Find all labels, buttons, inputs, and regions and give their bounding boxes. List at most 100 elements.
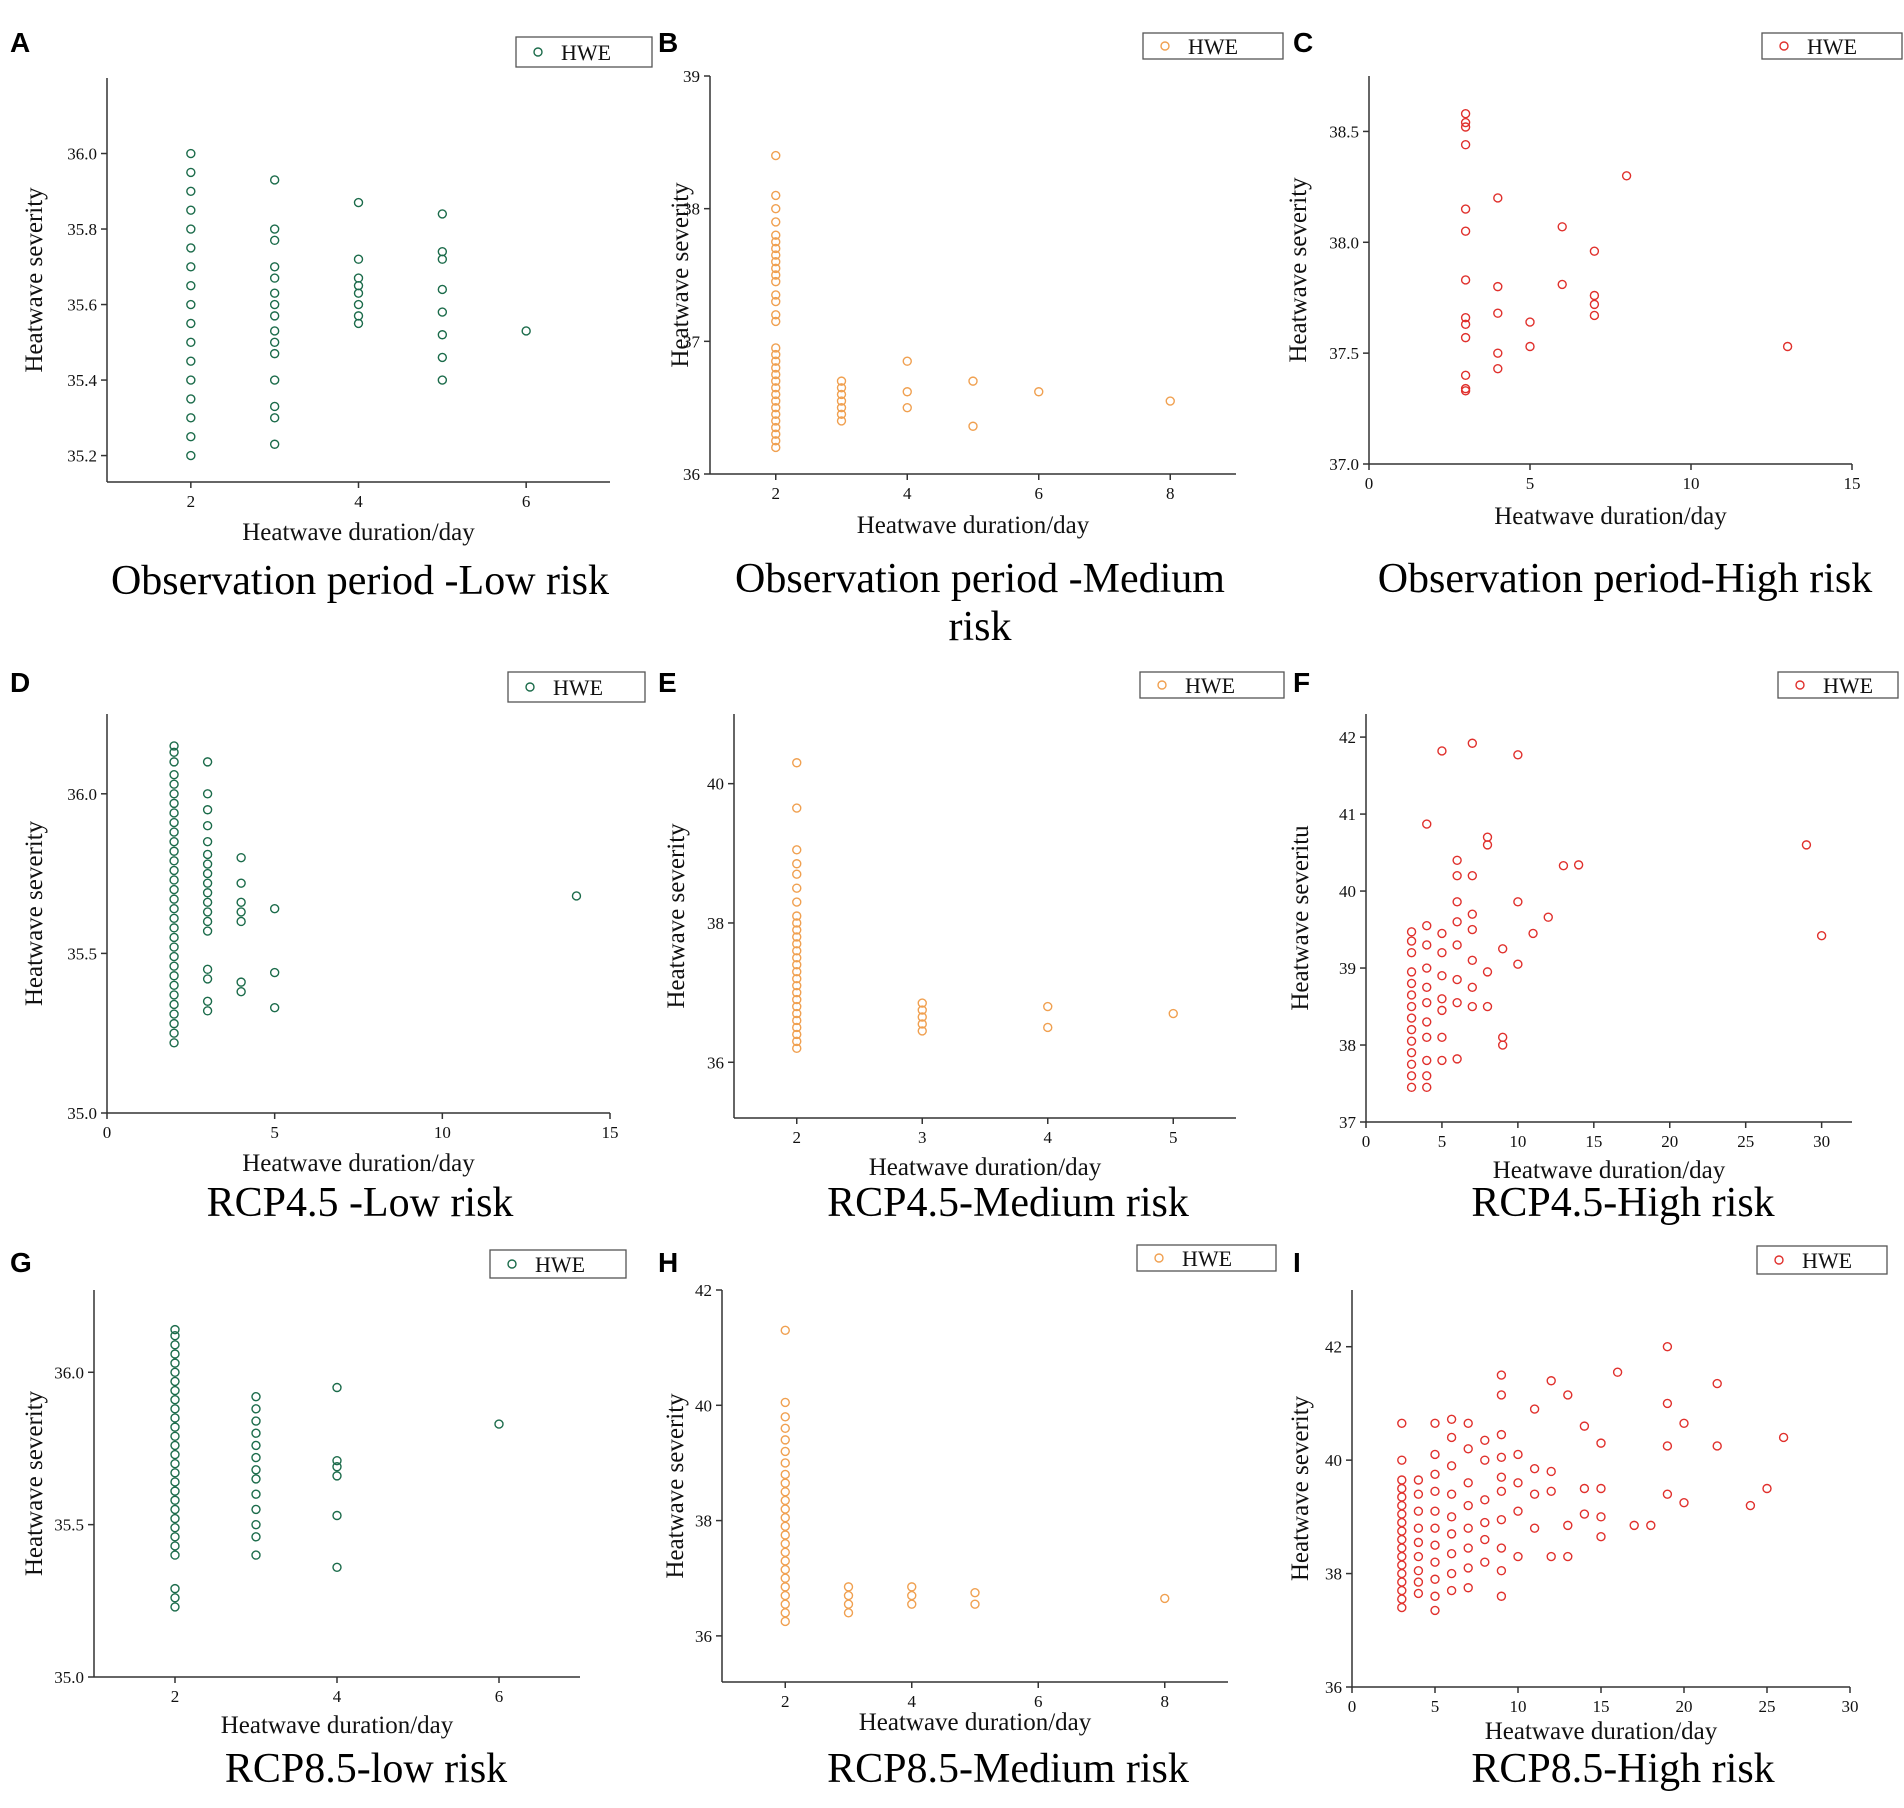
data-point — [780, 1458, 790, 1468]
y-tick-label: 39 — [683, 67, 700, 86]
x-tick-label: 4 — [903, 484, 912, 503]
data-point — [169, 817, 179, 828]
data-point — [1480, 1455, 1490, 1465]
data-point — [169, 769, 179, 780]
panel-e: E 2 3 4 5 36 38 40 Heatwave duration/day Heatwave… — [658, 667, 1285, 1226]
data-point — [1662, 1398, 1673, 1409]
y-axis-title: Heatwave severity — [663, 823, 690, 1009]
y-tick-label: 42 — [695, 1281, 712, 1300]
x-tick-label: 5 — [1526, 474, 1535, 493]
data-point — [792, 967, 802, 977]
data-point — [170, 1440, 180, 1451]
legend-marker — [533, 47, 543, 57]
data-point — [437, 246, 448, 257]
data-point — [1463, 1418, 1473, 1428]
data-point — [1043, 1001, 1053, 1012]
data-point — [169, 836, 179, 847]
y-tick-label: 40 — [1325, 1451, 1342, 1470]
data-point — [1397, 1455, 1407, 1465]
data-point — [1446, 1432, 1457, 1443]
data-point — [1446, 1489, 1457, 1499]
data-point — [437, 375, 448, 385]
data-point — [1467, 924, 1478, 935]
data-point — [332, 1471, 342, 1481]
y-tick-label: 38 — [1339, 1036, 1356, 1055]
legend-marker — [507, 1259, 517, 1269]
data-point — [1460, 319, 1471, 330]
legend-label: HWE — [553, 675, 603, 700]
data-point — [1397, 1517, 1407, 1528]
data-point — [836, 389, 847, 400]
data-point — [1430, 1523, 1440, 1533]
x-tick-label: 3 — [918, 1128, 927, 1147]
y-axis-title: Heatwave severity — [662, 1393, 689, 1579]
x-axis-title: Heatwave duration/day — [1494, 503, 1727, 530]
data-point — [1513, 897, 1523, 907]
data-point — [771, 442, 781, 453]
data-point — [1165, 396, 1175, 406]
data-point — [169, 808, 179, 818]
legend-marker — [525, 682, 535, 692]
data-point — [269, 1002, 280, 1013]
data-point — [186, 243, 196, 253]
data-point — [1467, 870, 1478, 881]
data-point — [1762, 1483, 1772, 1494]
data-point — [1430, 1469, 1440, 1480]
data-point — [437, 209, 448, 219]
panel-letter: B — [658, 27, 678, 58]
x-tick-label: 2 — [772, 484, 781, 503]
x-tick-label: 10 — [1510, 1697, 1527, 1716]
legend: HWE — [1136, 1244, 1277, 1272]
data-point — [170, 1495, 180, 1505]
y-tick-label: 36 — [1325, 1678, 1342, 1697]
data-point — [1422, 1071, 1432, 1081]
data-point — [917, 1019, 927, 1029]
x-tick-label: 15 — [602, 1123, 619, 1142]
data-point — [251, 1532, 261, 1542]
data-point — [169, 942, 179, 952]
data-point — [1497, 944, 1508, 954]
data-point — [1446, 1549, 1457, 1559]
data-point — [1579, 1421, 1590, 1431]
data-point — [332, 1462, 342, 1472]
data-point — [771, 263, 781, 274]
data-point — [1430, 1540, 1440, 1550]
data-point — [1782, 341, 1793, 352]
data-point — [1460, 122, 1471, 132]
data-point — [1816, 931, 1827, 941]
data-point — [917, 1012, 927, 1022]
data-point — [907, 1582, 917, 1592]
legend-label: HWE — [1807, 34, 1857, 59]
data-point — [836, 416, 847, 426]
data-point — [170, 1395, 180, 1405]
data-point — [1460, 370, 1471, 381]
data-point — [1546, 1376, 1556, 1386]
panel-letter: G — [10, 1247, 32, 1278]
legend-marker — [1154, 1253, 1164, 1263]
data-point — [186, 205, 196, 215]
data-point — [1397, 1418, 1407, 1428]
data-point — [780, 1495, 790, 1506]
x-axis-title: Heatwave duration/day — [1493, 1157, 1726, 1184]
legend-label: HWE — [1182, 1246, 1232, 1271]
y-tick-label: 38 — [707, 914, 724, 933]
data-point — [1452, 1054, 1462, 1064]
data-point — [251, 1550, 261, 1560]
data-point — [186, 224, 196, 234]
data-point — [236, 878, 246, 888]
data-point — [771, 203, 781, 214]
y-tick-label: 36.0 — [67, 145, 97, 164]
data-point — [843, 1608, 854, 1618]
y-tick-label: 38 — [683, 200, 700, 219]
data-point — [1460, 204, 1471, 214]
data-point — [1397, 1475, 1407, 1485]
data-point — [1662, 1441, 1673, 1451]
data-point — [1546, 1466, 1556, 1477]
data-point — [1493, 308, 1503, 318]
data-point — [1043, 1022, 1053, 1033]
data-point — [836, 376, 847, 386]
data-point — [1446, 1529, 1457, 1539]
data-point — [1463, 1543, 1473, 1553]
data-point — [792, 911, 802, 921]
